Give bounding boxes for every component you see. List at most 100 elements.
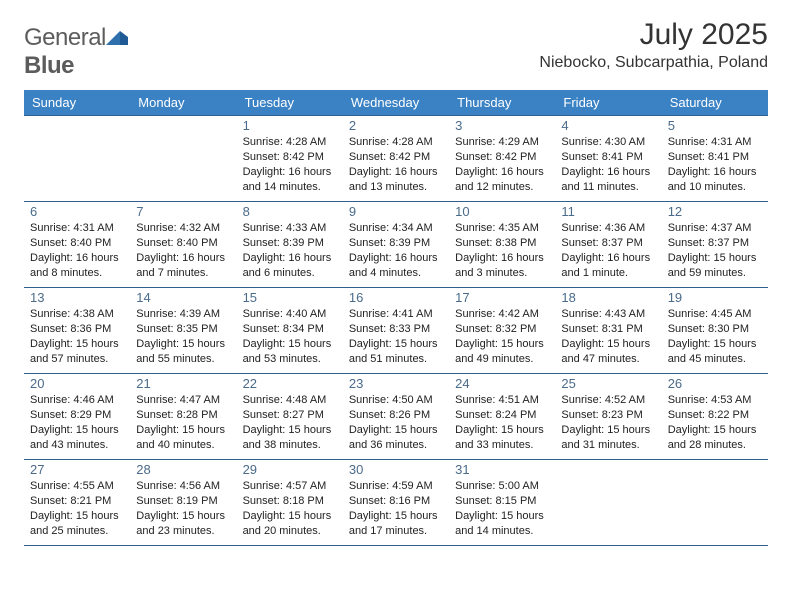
day-number: 10 (455, 204, 549, 219)
calendar-day-cell: 20 Sunrise: 4:46 AMSunset: 8:29 PMDayligh… (24, 374, 130, 460)
day-number: 28 (136, 462, 230, 477)
day-number: 21 (136, 376, 230, 391)
calendar-day-cell: 14 Sunrise: 4:39 AMSunset: 8:35 PMDayligh… (130, 288, 236, 374)
day-info: Sunrise: 4:43 AMSunset: 8:31 PMDaylight:… (561, 307, 655, 366)
calendar-day-cell: 10 Sunrise: 4:35 AMSunset: 8:38 PMDayligh… (449, 202, 555, 288)
day-info: Sunrise: 4:42 AMSunset: 8:32 PMDaylight:… (455, 307, 549, 366)
day-number: 22 (243, 376, 337, 391)
day-number: 25 (561, 376, 655, 391)
day-number: 4 (561, 118, 655, 133)
calendar-week-row: 20 Sunrise: 4:46 AMSunset: 8:29 PMDayligh… (24, 374, 768, 460)
calendar-week-row: 1Sunrise: 4:28 AMSunset: 8:42 PMDaylight… (24, 116, 768, 202)
day-number: 5 (668, 118, 762, 133)
weekday-header: Monday (130, 90, 236, 116)
calendar-day-cell: 28 Sunrise: 4:56 AMSunset: 8:19 PMDayligh… (130, 460, 236, 546)
day-info: Sunrise: 4:48 AMSunset: 8:27 PMDaylight:… (243, 393, 337, 452)
calendar-body: 1Sunrise: 4:28 AMSunset: 8:42 PMDaylight… (24, 116, 768, 546)
day-number: 17 (455, 290, 549, 305)
calendar-day-cell: 7 Sunrise: 4:32 AMSunset: 8:40 PMDaylight… (130, 202, 236, 288)
logo-word-2: Blue (24, 52, 74, 79)
calendar-day-cell: 1Sunrise: 4:28 AMSunset: 8:42 PMDaylight… (237, 116, 343, 202)
day-info: Sunrise: 4:53 AMSunset: 8:22 PMDaylight:… (668, 393, 762, 452)
calendar-day-cell: 24Sunrise: 4:51 AMSunset: 8:24 PMDayligh… (449, 374, 555, 460)
day-info: Sunrise: 4:52 AMSunset: 8:23 PMDaylight:… (561, 393, 655, 452)
calendar-day-cell: 9 Sunrise: 4:34 AMSunset: 8:39 PMDaylight… (343, 202, 449, 288)
day-info: Sunrise: 4:31 AMSunset: 8:41 PMDaylight:… (668, 135, 762, 194)
calendar-day-cell: 6Sunrise: 4:31 AMSunset: 8:40 PMDaylight… (24, 202, 130, 288)
calendar-day-cell: 27Sunrise: 4:55 AMSunset: 8:21 PMDayligh… (24, 460, 130, 546)
day-info: Sunrise: 4:56 AMSunset: 8:19 PMDaylight:… (136, 479, 230, 538)
calendar-day-cell (662, 460, 768, 546)
calendar-day-cell: 23Sunrise: 4:50 AMSunset: 8:26 PMDayligh… (343, 374, 449, 460)
logo: General Blue (24, 18, 128, 80)
day-info: Sunrise: 4:35 AMSunset: 8:38 PMDaylight:… (455, 221, 549, 280)
calendar-day-cell: 11 Sunrise: 4:36 AMSunset: 8:37 PMDayligh… (555, 202, 661, 288)
calendar-day-cell: 22 Sunrise: 4:48 AMSunset: 8:27 PMDayligh… (237, 374, 343, 460)
day-info: Sunrise: 4:41 AMSunset: 8:33 PMDaylight:… (349, 307, 443, 366)
day-info: Sunrise: 4:28 AMSunset: 8:42 PMDaylight:… (349, 135, 443, 194)
calendar-day-cell (24, 116, 130, 202)
day-info: Sunrise: 4:55 AMSunset: 8:21 PMDaylight:… (30, 479, 124, 538)
weekday-header: Tuesday (237, 90, 343, 116)
day-number: 8 (243, 204, 337, 219)
day-number: 14 (136, 290, 230, 305)
calendar-day-cell: 29Sunrise: 4:57 AMSunset: 8:18 PMDayligh… (237, 460, 343, 546)
day-info: Sunrise: 4:30 AMSunset: 8:41 PMDaylight:… (561, 135, 655, 194)
calendar-day-cell: 16 Sunrise: 4:41 AMSunset: 8:33 PMDayligh… (343, 288, 449, 374)
calendar-page: General Blue July 2025 Niebocko, Subcarp… (0, 0, 792, 612)
day-number: 19 (668, 290, 762, 305)
header: General Blue July 2025 Niebocko, Subcarp… (24, 18, 768, 80)
day-number: 20 (30, 376, 124, 391)
day-info: Sunrise: 4:37 AMSunset: 8:37 PMDaylight:… (668, 221, 762, 280)
day-info: Sunrise: 4:29 AMSunset: 8:42 PMDaylight:… (455, 135, 549, 194)
logo-word-1: General (24, 24, 106, 51)
day-number: 6 (30, 204, 124, 219)
calendar-week-row: 6Sunrise: 4:31 AMSunset: 8:40 PMDaylight… (24, 202, 768, 288)
day-info: Sunrise: 4:51 AMSunset: 8:24 PMDaylight:… (455, 393, 549, 452)
day-number: 2 (349, 118, 443, 133)
logo-mark-icon (106, 24, 128, 52)
calendar-day-cell: 25 Sunrise: 4:52 AMSunset: 8:23 PMDayligh… (555, 374, 661, 460)
location-text: Niebocko, Subcarpathia, Poland (539, 54, 768, 72)
day-info: Sunrise: 4:34 AMSunset: 8:39 PMDaylight:… (349, 221, 443, 280)
day-info: Sunrise: 4:46 AMSunset: 8:29 PMDaylight:… (30, 393, 124, 452)
weekday-row: SundayMondayTuesdayWednesdayThursdayFrid… (24, 90, 768, 116)
day-number: 18 (561, 290, 655, 305)
day-number: 9 (349, 204, 443, 219)
day-info: Sunrise: 4:28 AMSunset: 8:42 PMDaylight:… (243, 135, 337, 194)
calendar-day-cell (130, 116, 236, 202)
day-info: Sunrise: 4:38 AMSunset: 8:36 PMDaylight:… (30, 307, 124, 366)
calendar-day-cell: 26 Sunrise: 4:53 AMSunset: 8:22 PMDayligh… (662, 374, 768, 460)
day-number: 13 (30, 290, 124, 305)
calendar-day-cell: 30Sunrise: 4:59 AMSunset: 8:16 PMDayligh… (343, 460, 449, 546)
day-number: 7 (136, 204, 230, 219)
day-info: Sunrise: 4:57 AMSunset: 8:18 PMDaylight:… (243, 479, 337, 538)
day-info: Sunrise: 4:47 AMSunset: 8:28 PMDaylight:… (136, 393, 230, 452)
calendar-day-cell: 2 Sunrise: 4:28 AMSunset: 8:42 PMDaylight… (343, 116, 449, 202)
day-info: Sunrise: 4:50 AMSunset: 8:26 PMDaylight:… (349, 393, 443, 452)
day-info: Sunrise: 4:39 AMSunset: 8:35 PMDaylight:… (136, 307, 230, 366)
calendar-week-row: 27Sunrise: 4:55 AMSunset: 8:21 PMDayligh… (24, 460, 768, 546)
weekday-header: Wednesday (343, 90, 449, 116)
day-info: Sunrise: 4:40 AMSunset: 8:34 PMDaylight:… (243, 307, 337, 366)
day-number: 16 (349, 290, 443, 305)
day-number: 31 (455, 462, 549, 477)
weekday-header: Saturday (662, 90, 768, 116)
day-info: Sunrise: 4:59 AMSunset: 8:16 PMDaylight:… (349, 479, 443, 538)
day-number: 15 (243, 290, 337, 305)
day-number: 11 (561, 204, 655, 219)
title-block: July 2025 Niebocko, Subcarpathia, Poland (539, 18, 768, 72)
calendar-day-cell: 21 Sunrise: 4:47 AMSunset: 8:28 PMDayligh… (130, 374, 236, 460)
day-info: Sunrise: 4:36 AMSunset: 8:37 PMDaylight:… (561, 221, 655, 280)
calendar-day-cell: 19 Sunrise: 4:45 AMSunset: 8:30 PMDayligh… (662, 288, 768, 374)
calendar-day-cell: 31Sunrise: 5:00 AMSunset: 8:15 PMDayligh… (449, 460, 555, 546)
calendar-week-row: 13 Sunrise: 4:38 AMSunset: 8:36 PMDayligh… (24, 288, 768, 374)
calendar-day-cell: 12Sunrise: 4:37 AMSunset: 8:37 PMDayligh… (662, 202, 768, 288)
day-number: 26 (668, 376, 762, 391)
day-info: Sunrise: 4:33 AMSunset: 8:39 PMDaylight:… (243, 221, 337, 280)
day-info: Sunrise: 4:45 AMSunset: 8:30 PMDaylight:… (668, 307, 762, 366)
weekday-header: Friday (555, 90, 661, 116)
weekday-header: Sunday (24, 90, 130, 116)
calendar-day-cell: 5 Sunrise: 4:31 AMSunset: 8:41 PMDaylight… (662, 116, 768, 202)
day-info: Sunrise: 4:32 AMSunset: 8:40 PMDaylight:… (136, 221, 230, 280)
